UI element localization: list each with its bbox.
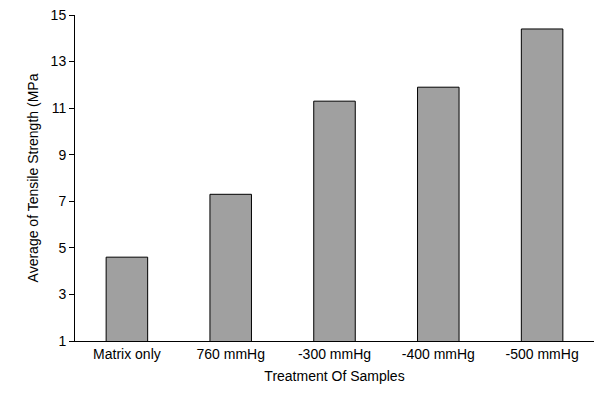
svg-text:1: 1 <box>58 333 66 349</box>
svg-text:760 mmHg: 760 mmHg <box>196 346 264 362</box>
svg-text:9: 9 <box>58 147 66 163</box>
svg-text:3: 3 <box>58 286 66 302</box>
svg-text:Matrix only: Matrix only <box>93 346 161 362</box>
svg-text:13: 13 <box>51 53 67 69</box>
svg-text:Treatment Of Samples: Treatment Of Samples <box>264 368 404 384</box>
svg-text:-500 mmHg: -500 mmHg <box>506 346 579 362</box>
svg-text:5: 5 <box>58 240 66 256</box>
svg-text:-400 mmHg: -400 mmHg <box>402 346 475 362</box>
svg-text:-300 mmHg: -300 mmHg <box>298 346 371 362</box>
svg-text:7: 7 <box>58 193 66 209</box>
svg-text:11: 11 <box>52 100 67 116</box>
svg-text:15: 15 <box>51 7 67 23</box>
svg-text:Average of Tensile Strength (M: Average of Tensile Strength (MPa <box>25 73 41 282</box>
